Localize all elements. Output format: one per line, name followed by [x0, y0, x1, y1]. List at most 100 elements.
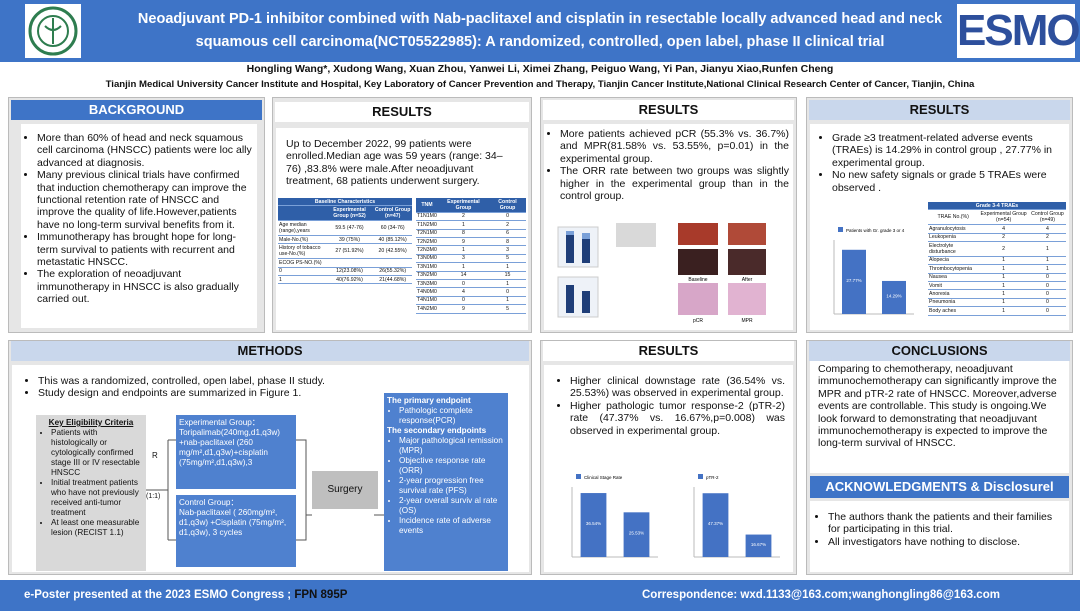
- table-cell: 1: [489, 262, 526, 272]
- affiliation: Tianjin Medical University Cancer Instit…: [105, 79, 975, 90]
- table-cell: 0: [437, 296, 490, 306]
- results-text: Up to December 2022, 99 patients were en…: [286, 138, 503, 188]
- table-cell: 1: [489, 279, 526, 289]
- figure-label: Baseline: [688, 277, 707, 283]
- bar-chart: pTR-2 47.37% 16.67%: [693, 474, 780, 558]
- table-row: Agranulocytosis 4 4: [928, 224, 1066, 234]
- presented: e-Poster presented at the 2023 ESMO Cong…: [24, 589, 292, 601]
- table-row: Leukopenia 2 2: [928, 233, 1066, 243]
- table-cell: 2: [978, 241, 1029, 257]
- table-row: TNM Experimental Group Control Group: [416, 198, 526, 213]
- table-row: 0 12(23.08%) 26(55.32%): [278, 267, 412, 277]
- table-cell: 0: [1028, 298, 1066, 308]
- bullet: No new safety signals or grade 5 TRAEs w…: [832, 169, 1061, 194]
- table-row: TRAE No.(%) Experimental Group (n=54) Cont…: [928, 209, 1066, 226]
- results-panel: RESULTS Up to December 2022, 99 patients…: [272, 97, 532, 333]
- table-cell: 4: [978, 224, 1029, 234]
- bar: [745, 534, 772, 557]
- table-title: Grade 3-4 TRAEs: [928, 202, 1066, 211]
- table-row: T3N2M0 14 15: [416, 271, 526, 281]
- poster-title: Neoadjuvant PD-1 inhibitor combined with…: [137, 11, 943, 50]
- experimental-arm: Experimental Group： Toripalimab(240mg,d1,…: [176, 415, 296, 489]
- table-cell: Leukopenia: [928, 233, 979, 243]
- section-heading: RESULTS: [809, 100, 1070, 120]
- ae-table: Grade 3-4 TRAEs TRAE No.(%) Experimental G…: [928, 202, 1066, 316]
- table-cell: 1: [278, 275, 326, 285]
- table-header: Control Group (n=47): [373, 205, 412, 222]
- table-row: Pneumonia 1 0: [928, 298, 1066, 308]
- bullet: Patients with histologically or cytologi…: [51, 428, 143, 478]
- conclusions-text: Comparing to chemotherapy, neoadjuvant i…: [810, 361, 1069, 473]
- ratio: (1:1): [146, 493, 161, 500]
- endpoint-title: The secondary endpoints: [387, 426, 487, 435]
- table-row: History of tobacco use-No.(%) 27 (51.92%)…: [278, 243, 412, 260]
- table-cell: 1: [978, 298, 1029, 308]
- table-cell: T1N2M0: [416, 220, 438, 230]
- bullet-list: More than 60% of head and neck squamous …: [25, 132, 253, 306]
- table-row: Experimental Group (n=52) Control Group (…: [278, 205, 412, 222]
- table-row: Baseline Characteristics: [278, 198, 412, 207]
- table-cell: History of tobacco use-No.(%): [278, 243, 326, 260]
- table-header: TNM: [416, 198, 438, 213]
- bullet-list: Patients with histologically or cytologi…: [39, 428, 143, 538]
- table-cell: 0: [1028, 306, 1066, 316]
- table-cell: Age median (range),years: [278, 220, 326, 237]
- table-cell: 5: [489, 304, 526, 314]
- table-row: T4N2M0 9 5: [416, 304, 526, 314]
- table-cell: Male-No.(%): [278, 235, 326, 245]
- table-cell: 3: [489, 245, 526, 255]
- correspondence: Correspondence: wxd.1133@163.com;wanghon…: [642, 589, 1000, 601]
- table-row: T4N1M0 0 1: [416, 296, 526, 306]
- table-cell: 59.5 (47-76): [325, 220, 374, 237]
- table-cell: Nausea: [928, 273, 979, 283]
- table-row: Anorexia 1 0: [928, 289, 1066, 299]
- table-cell: 4: [437, 287, 490, 297]
- bullet: More than 60% of head and neck squamous …: [37, 132, 253, 169]
- bar-chart: Clinical Stage Rate 36.54% 25.53%: [571, 474, 658, 558]
- bullet: Immunotherapy has brought hope for long-…: [37, 231, 253, 268]
- eligibility-box: Key Eligibility Criteria Patients with h…: [36, 415, 146, 571]
- table-cell: 1: [978, 264, 1029, 274]
- section-heading: METHODS: [11, 341, 529, 361]
- bullet: Higher pathologic tumor response-2 (pTR-…: [570, 400, 785, 437]
- table-cell: T3N2M0: [416, 271, 438, 281]
- results-body: Up to December 2022, 99 patients were en…: [276, 128, 528, 330]
- eligibility-title: Key Eligibility Criteria: [48, 418, 134, 427]
- table-cell: Alopecia: [928, 256, 979, 266]
- table-header: Control Group (n=49): [1028, 209, 1066, 226]
- section-heading: ACKNOWLEDGMENTS & Disclosurel: [810, 476, 1069, 498]
- table-cell: T3N0M0: [416, 254, 438, 264]
- bullet: Incidence rate of adverse events: [399, 516, 505, 536]
- table-header: [278, 205, 326, 222]
- bar: [882, 280, 906, 314]
- arm-text: Nab-paclitaxel ( 260mg/m², d1,q3w) +Cisp…: [179, 508, 287, 537]
- bullet: Many previous clinical trials have confi…: [37, 169, 253, 231]
- table-row: ECOG PS-NO.(%): [278, 258, 412, 268]
- background-panel: BACKGROUND More than 60% of head and nec…: [8, 97, 265, 333]
- bullet: At least one measurable lesion (RECIST 1…: [51, 518, 143, 538]
- footer-band: e-Poster presented at the 2023 ESMO Cong…: [0, 580, 1080, 611]
- table-cell: 27 (51.92%): [325, 243, 374, 260]
- arm-label: Control Group：: [179, 498, 239, 507]
- table-cell: 8: [437, 229, 490, 239]
- table-cell: 1: [437, 220, 490, 230]
- bullet-list: The authors thank the patients and their…: [816, 511, 1063, 548]
- bullet: The authors thank the patients and their…: [828, 511, 1063, 536]
- table-cell: T1N1M0: [416, 212, 438, 222]
- table-cell: Thrombocytopenia: [928, 264, 979, 274]
- table-cell: T4N1M0: [416, 296, 438, 306]
- table-cell: 39 (75%): [325, 235, 374, 245]
- table-cell: 1: [978, 256, 1029, 266]
- tnm-table: TNM Experimental Group Control Group T1N1M0…: [416, 198, 526, 314]
- bullet: Study design and endpoints are summarize…: [38, 387, 506, 399]
- table-cell: 0: [1028, 273, 1066, 283]
- hospital-logo: [25, 4, 81, 58]
- legend-swatch: [838, 227, 843, 232]
- table-header: Experimental Group: [437, 198, 490, 213]
- table-cell: 1: [1028, 264, 1066, 274]
- value-label: 27.77%: [846, 278, 861, 283]
- table-cell: 8: [489, 237, 526, 247]
- endpoints-box: The primary endpoint Pathologic complete…: [384, 393, 508, 571]
- table-row: T3N3M0 0 1: [416, 279, 526, 289]
